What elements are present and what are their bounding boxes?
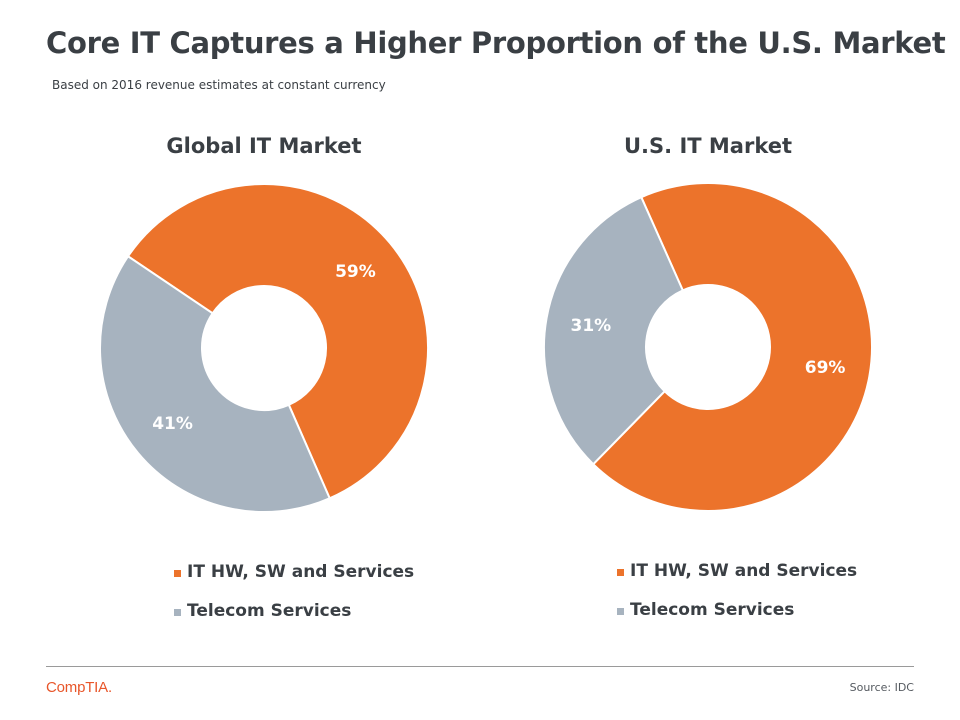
- legend-swatch-orange: [617, 569, 624, 576]
- legend-label: Telecom Services: [630, 600, 795, 620]
- donut-slice-telecom-services: [543, 195, 685, 466]
- donut-slice-it-hw-sw-services: [126, 182, 429, 500]
- legend-swatch-gray: [174, 609, 181, 616]
- legend-label: Telecom Services: [187, 601, 352, 621]
- chart-title-us: U.S. IT Market: [624, 134, 792, 158]
- data-label-telecom-services: 41%: [152, 414, 193, 434]
- source-note: Source: IDC: [849, 681, 914, 694]
- legend-label: IT HW, SW and Services: [630, 561, 858, 581]
- data-label-it-hw-sw-services: 59%: [335, 262, 376, 282]
- data-label-telecom-services: 31%: [571, 316, 612, 336]
- page-title: Core IT Captures a Higher Proportion of …: [46, 26, 946, 60]
- page-subtitle: Based on 2016 revenue estimates at const…: [52, 78, 386, 92]
- legend-swatch-gray: [617, 608, 624, 615]
- data-label-it-hw-sw-services: 69%: [805, 358, 846, 378]
- donut-slice-telecom-services: [99, 254, 331, 513]
- chart-title-global: Global IT Market: [166, 134, 362, 158]
- donut-slice-it-hw-sw-services: [591, 182, 873, 512]
- footer-divider: [46, 666, 914, 667]
- legend-swatch-orange: [174, 570, 181, 577]
- legend-label: IT HW, SW and Services: [187, 562, 415, 582]
- comptia-logo: CompTIA.: [46, 679, 112, 696]
